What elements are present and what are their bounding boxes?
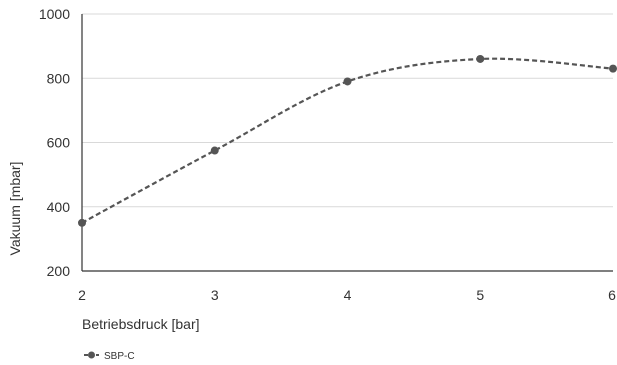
legend-marker-swatch [88, 351, 95, 359]
data-point-3 [210, 146, 219, 155]
y-tick-label-1000: 1000 [39, 6, 70, 22]
x-tick-label-3: 3 [211, 287, 219, 303]
x-axis-title: Betriebsdruck [bar] [82, 316, 200, 332]
x-tick-label-4: 4 [344, 287, 352, 303]
y-tick-label-200: 200 [47, 263, 71, 279]
series-layer [78, 54, 617, 227]
y-tick-label-800: 800 [47, 70, 71, 86]
legend-label: SBP-C [104, 351, 135, 362]
data-point-4 [343, 77, 352, 86]
y-tick-labels: 200 400 600 800 1000 [39, 6, 70, 279]
x-tick-labels: 2 3 4 5 6 [78, 287, 616, 303]
x-tick-label-2: 2 [78, 287, 86, 303]
y-axis-title: Vakuum [mbar] [7, 162, 23, 256]
y-tick-label-400: 400 [47, 199, 71, 215]
data-point-2 [78, 218, 86, 227]
legend: SBP-C [84, 351, 135, 362]
x-tick-label-6: 6 [608, 287, 616, 303]
data-point-5 [476, 54, 485, 63]
data-point-6 [609, 64, 617, 73]
y-tick-label-600: 600 [47, 135, 71, 151]
x-tick-label-5: 5 [476, 287, 484, 303]
grid-layer [82, 13, 613, 208]
axis-layer [81, 14, 613, 272]
